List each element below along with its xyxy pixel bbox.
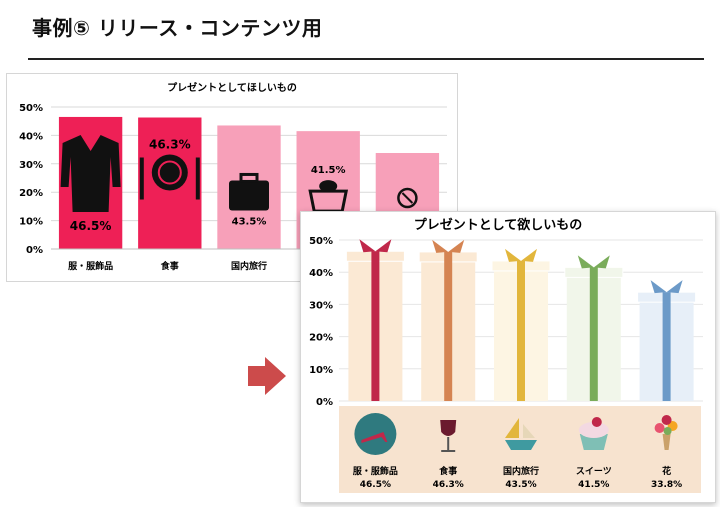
arrow-right-icon <box>248 357 286 395</box>
ribbon-bow-right <box>593 255 610 269</box>
flower-icon <box>397 187 418 209</box>
y-tick-label: 20% <box>309 333 333 344</box>
high-heel-icon <box>354 413 397 455</box>
y-tick-label: 10% <box>309 365 333 376</box>
gift-ribbon <box>662 292 671 401</box>
y-tick-label: 50% <box>19 103 43 114</box>
y-tick-label: 20% <box>19 188 43 199</box>
cupcake-icon <box>578 417 609 450</box>
x-tick-label: 服・服飾品 <box>68 260 113 272</box>
ribbon-bow-right <box>521 248 537 262</box>
y-tick-label: 30% <box>309 300 333 311</box>
category-label: 服・服飾品 <box>353 465 398 477</box>
y-tick-label: 40% <box>309 268 333 279</box>
gift-ribbon <box>444 251 453 401</box>
chart-title: プレゼントとしてほしいもの <box>167 81 297 94</box>
data-label: 33.8% <box>651 480 682 490</box>
data-label: 46.5% <box>360 480 391 490</box>
suitcase-icon <box>229 172 269 211</box>
category-label: 国内旅行 <box>503 465 539 477</box>
category-label: 花 <box>662 465 671 477</box>
bouquet-icon <box>654 415 678 450</box>
ribbon-bow-left <box>432 239 449 253</box>
sailboat-icon <box>505 418 537 450</box>
data-label: 41.5% <box>311 165 346 176</box>
data-label: 41.5% <box>578 480 609 490</box>
data-label: 46.3% <box>149 138 191 152</box>
ribbon-bow-left <box>505 248 521 262</box>
after-chart: プレゼントとして欲しいもの 0% 10% 20% 30% 40% 50% 服・服飾品 46.5%… <box>309 217 703 493</box>
data-label: 43.5% <box>232 216 267 227</box>
y-tick-label: 0% <box>316 397 333 408</box>
y-tick-label: 50% <box>309 236 333 247</box>
category-label: スイーツ <box>576 466 612 477</box>
ribbon-bow-left <box>577 255 594 269</box>
data-label: 46.5% <box>70 219 112 233</box>
plate-and-cutlery-icon <box>139 154 200 200</box>
gift-ribbon <box>517 260 525 401</box>
coat-icon <box>60 134 121 212</box>
chart-title: プレゼントとして欲しいもの <box>414 217 583 233</box>
ribbon-bow-left <box>650 280 667 294</box>
after-chart-panel: プレゼントとして欲しいもの 0% 10% 20% 30% 40% 50% 服・服飾品 46.5%… <box>300 211 716 503</box>
gift-ribbon <box>589 267 598 401</box>
y-tick-label: 40% <box>19 131 43 142</box>
y-tick-label: 10% <box>19 217 43 228</box>
data-label: 43.5% <box>505 480 536 490</box>
ribbon-bow-left <box>359 239 376 253</box>
title-divider <box>28 58 704 60</box>
x-tick-label: 国内旅行 <box>231 260 267 272</box>
ribbon-bow-right <box>448 239 465 253</box>
page-title: 事例⑤ リリース・コンテンツ用 <box>32 16 323 40</box>
y-tick-label: 30% <box>19 160 43 171</box>
ribbon-bow-right <box>666 280 683 294</box>
y-tick-label: 0% <box>26 245 43 256</box>
x-tick-label: 食事 <box>160 260 179 272</box>
category-label: 食事 <box>438 465 457 477</box>
ribbon-bow-right <box>375 239 392 253</box>
data-label: 46.3% <box>433 480 464 490</box>
wine-glass-icon <box>440 420 457 452</box>
gift-ribbon <box>371 251 380 401</box>
